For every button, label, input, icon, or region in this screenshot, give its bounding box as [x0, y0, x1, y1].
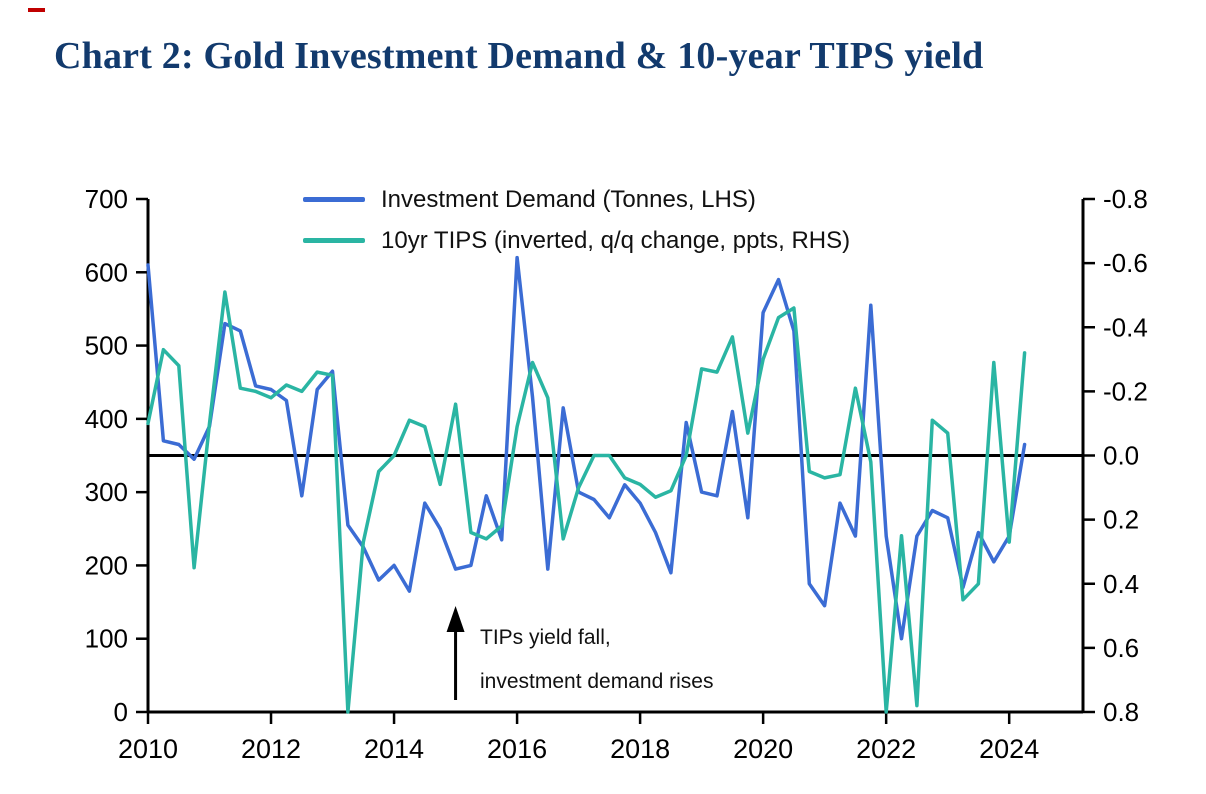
right-axis-tick-label: 0.0 — [1103, 441, 1139, 471]
right-axis-tick-label: -0.4 — [1103, 312, 1148, 342]
chart-annotation: TIPs yield fall, investment demand rises — [480, 616, 713, 704]
legend-line-investment-demand — [303, 197, 365, 202]
left-axis-tick-label: 300 — [85, 477, 128, 507]
red-tick-mark — [28, 8, 45, 12]
x-axis-tick-label: 2018 — [610, 734, 670, 764]
x-axis-tick-label: 2010 — [118, 734, 178, 764]
series-line-tips — [146, 290, 1027, 714]
legend-label-tips: 10yr TIPS (inverted, q/q change, ppts, R… — [381, 226, 851, 254]
legend-item-investment-demand: Investment Demand (Tonnes, LHS) — [303, 179, 850, 220]
left-axis-tick-label: 200 — [85, 550, 128, 580]
left-axis-tick-label: 400 — [85, 404, 128, 434]
right-axis-tick-label: 0.8 — [1103, 697, 1139, 727]
annotation-line-2: investment demand rises — [480, 670, 714, 693]
right-axis-tick-label: 0.4 — [1103, 569, 1139, 599]
left-axis-tick-label: 0 — [114, 697, 128, 727]
right-axis-tick-label: -0.2 — [1103, 376, 1148, 406]
series-line-investment-demand — [146, 255, 1027, 641]
left-axis-tick-label: 700 — [85, 184, 128, 214]
right-axis-tick-label: 0.6 — [1103, 633, 1139, 663]
x-axis-tick-label: 2016 — [487, 734, 547, 764]
right-axis-tick-label: -0.8 — [1103, 184, 1148, 214]
x-axis-tick-label: 2020 — [733, 734, 793, 764]
left-axis-tick-label: 100 — [85, 624, 128, 654]
legend-line-tips — [303, 238, 365, 243]
x-axis-tick-label: 2014 — [364, 734, 424, 764]
right-axis-tick-label: -0.6 — [1103, 248, 1148, 278]
left-axis-tick-label: 500 — [85, 331, 128, 361]
chart-legend: Investment Demand (Tonnes, LHS) 10yr TIP… — [303, 179, 850, 261]
annotation-arrow-head — [446, 606, 465, 632]
legend-item-tips: 10yr TIPS (inverted, q/q change, ppts, R… — [303, 220, 850, 261]
x-axis-tick-label: 2022 — [856, 734, 916, 764]
x-axis-tick-label: 2024 — [979, 734, 1039, 764]
left-axis-tick-label: 600 — [85, 257, 128, 287]
annotation-line-1: TIPs yield fall, — [480, 626, 611, 649]
x-axis-tick-label: 2012 — [241, 734, 301, 764]
right-axis-tick-label: 0.2 — [1103, 505, 1139, 535]
chart-title: Chart 2: Gold Investment Demand & 10-yea… — [54, 35, 984, 77]
legend-label-investment-demand: Investment Demand (Tonnes, LHS) — [381, 185, 756, 213]
